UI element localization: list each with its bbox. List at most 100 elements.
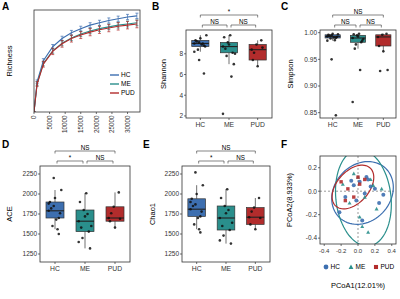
data-point bbox=[89, 247, 92, 250]
data-point bbox=[109, 220, 112, 223]
data-point bbox=[224, 47, 227, 50]
x-tick-label: PUD bbox=[376, 121, 390, 128]
error-stem bbox=[62, 40, 63, 47]
error-cap bbox=[126, 21, 129, 22]
data-point bbox=[190, 198, 193, 201]
panel-label: B bbox=[152, 1, 159, 12]
whisker-high bbox=[55, 190, 56, 202]
box bbox=[217, 206, 235, 230]
data-point bbox=[351, 101, 354, 104]
error-stem bbox=[90, 23, 91, 28]
y-tick bbox=[180, 234, 182, 235]
x-tick-label: 0.0 bbox=[354, 248, 363, 254]
error-stem bbox=[80, 32, 81, 39]
error-stem bbox=[118, 23, 119, 30]
data-point bbox=[352, 183, 356, 187]
x-tick bbox=[80, 112, 81, 114]
data-point bbox=[336, 36, 339, 39]
error-cap bbox=[79, 31, 82, 32]
error-stem bbox=[52, 45, 53, 49]
error-cap bbox=[107, 24, 110, 25]
x-tick bbox=[383, 118, 384, 120]
significance-label: NS bbox=[354, 8, 363, 15]
data-point bbox=[54, 197, 57, 200]
error-cap bbox=[61, 47, 64, 48]
y-axis-title: Shannon bbox=[159, 59, 168, 89]
y-tick bbox=[184, 115, 186, 116]
median bbox=[249, 49, 266, 50]
error-bar bbox=[36, 82, 39, 87]
box bbox=[220, 42, 237, 52]
data-point bbox=[253, 206, 256, 209]
data-point bbox=[198, 41, 201, 44]
x-tick bbox=[226, 262, 227, 264]
legend-swatch bbox=[374, 265, 378, 269]
error-cap bbox=[42, 58, 45, 59]
data-point bbox=[228, 229, 231, 232]
data-point bbox=[222, 113, 225, 116]
data-point bbox=[328, 35, 331, 38]
error-bar bbox=[98, 20, 101, 25]
data-point bbox=[346, 187, 349, 190]
data-point bbox=[219, 217, 222, 220]
error-bar bbox=[79, 32, 82, 39]
x-tick bbox=[115, 262, 116, 264]
x-tick bbox=[127, 112, 128, 114]
plot-area bbox=[192, 34, 267, 115]
data-point bbox=[57, 217, 60, 220]
data-point bbox=[231, 51, 234, 54]
data-point bbox=[358, 215, 362, 219]
error-bar bbox=[117, 23, 120, 30]
significance-bracket bbox=[202, 25, 227, 28]
data-point bbox=[85, 192, 88, 195]
rarefaction-curve bbox=[34, 24, 137, 112]
significance-label: NS bbox=[236, 154, 245, 161]
error-stem bbox=[136, 13, 137, 18]
data-point bbox=[194, 171, 197, 174]
data-point bbox=[234, 53, 237, 56]
significance-bracket bbox=[57, 161, 83, 164]
data-point bbox=[352, 172, 356, 176]
x-tick-label: ME bbox=[353, 121, 364, 128]
data-point bbox=[250, 210, 253, 213]
whisker-high bbox=[226, 189, 227, 206]
legend-swatch bbox=[324, 265, 329, 270]
data-point bbox=[203, 72, 206, 75]
y-tick bbox=[184, 95, 186, 96]
data-point bbox=[77, 220, 80, 223]
x-tick bbox=[255, 262, 256, 264]
x-tick-label: HC bbox=[50, 265, 60, 272]
y-axis-title: PCoA2(8.933%) bbox=[285, 172, 294, 227]
data-point bbox=[114, 226, 117, 229]
error-cap bbox=[89, 28, 92, 29]
x-axis-title: PCoA1(12.01%) bbox=[331, 281, 386, 290]
error-stem bbox=[108, 18, 109, 23]
x-tick bbox=[257, 118, 258, 120]
x-tick bbox=[111, 112, 112, 114]
x-tick bbox=[55, 262, 56, 264]
data-point bbox=[355, 43, 358, 46]
x-tick-label: 10000 bbox=[61, 115, 68, 133]
legend-swatch bbox=[110, 83, 119, 84]
data-point bbox=[381, 193, 385, 197]
error-cap bbox=[70, 42, 73, 43]
x-tick bbox=[196, 262, 197, 264]
data-point bbox=[220, 197, 223, 200]
y-tick bbox=[318, 167, 320, 168]
whisker-low bbox=[85, 232, 86, 249]
x-tick bbox=[332, 118, 333, 120]
error-bar bbox=[51, 45, 54, 49]
data-point bbox=[256, 65, 259, 68]
panel-label: C bbox=[281, 1, 288, 12]
data-point bbox=[349, 179, 353, 183]
error-cap bbox=[36, 86, 39, 87]
x-tick bbox=[358, 118, 359, 120]
data-point bbox=[197, 48, 200, 51]
whisker-low bbox=[226, 230, 227, 244]
y-tick-label: 0.2 bbox=[308, 164, 317, 171]
median bbox=[220, 46, 237, 47]
x-tick-label: 20000 bbox=[93, 115, 100, 133]
significance-bracket bbox=[197, 151, 256, 154]
data-point bbox=[248, 216, 251, 219]
error-bar bbox=[98, 26, 101, 33]
